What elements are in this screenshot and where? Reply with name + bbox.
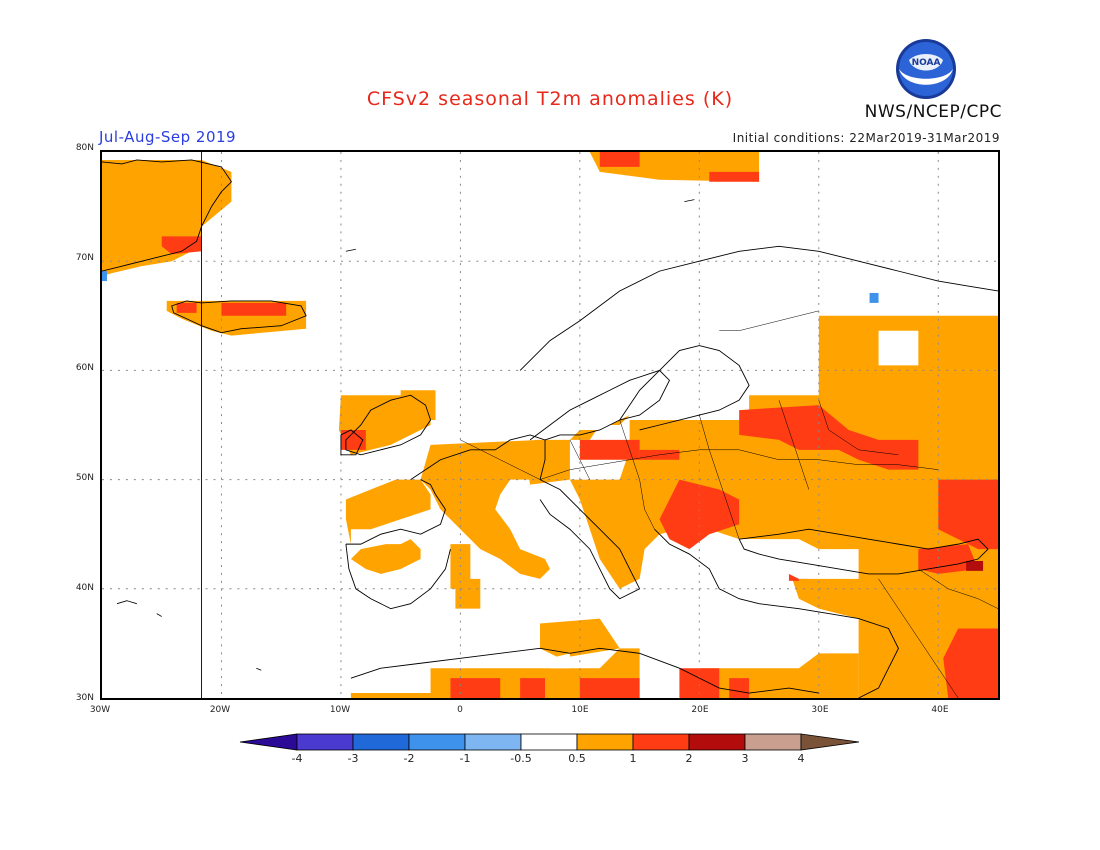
colorbar-segment — [464, 733, 522, 751]
map-canvas — [102, 152, 998, 698]
lon-label: 40E — [931, 705, 949, 715]
coastlines — [102, 152, 998, 698]
colorbar-label: -3 — [347, 752, 359, 765]
lat-label: 50N — [75, 473, 94, 483]
colorbar-segment — [576, 733, 634, 751]
anomaly-map — [100, 150, 1000, 700]
lon-label: 30W — [89, 705, 111, 715]
colorbar-segment — [632, 733, 690, 751]
colorbar-label: -4 — [291, 752, 303, 765]
graticule — [102, 152, 998, 698]
colorbar-segment — [688, 733, 746, 751]
colorbar-segment — [520, 733, 578, 751]
initial-conditions: Initial conditions: 22Mar2019-31Mar2019 — [732, 131, 1000, 145]
neutral-areas — [505, 290, 919, 669]
colorbar-label: 1 — [629, 752, 637, 765]
islands — [116, 199, 695, 671]
colorbar-segment — [352, 733, 410, 751]
colorbar-segment — [408, 733, 466, 751]
colorbar-label: -1 — [459, 752, 471, 765]
agency-label: NWS/NCEP/CPC — [864, 102, 1002, 122]
forecast-period: Jul-Aug-Sep 2019 — [99, 128, 237, 146]
colorbar-label: -2 — [403, 752, 415, 765]
colorbar-segment — [744, 733, 802, 751]
colorbar-label: 2 — [685, 752, 693, 765]
colorbar-arrow-left — [239, 733, 298, 751]
colorbar-label: 0.5 — [568, 752, 586, 765]
lat-label: 60N — [75, 363, 94, 373]
colorbar-segment — [296, 733, 354, 751]
lat-label: 30N — [75, 693, 94, 703]
lon-label: 10E — [571, 705, 589, 715]
lat-label: 70N — [75, 253, 94, 263]
chart-title: CFSv2 seasonal T2m anomalies (K) — [366, 88, 734, 110]
lon-label: 10W — [329, 705, 351, 715]
noaa-logo-text: NOAA — [912, 58, 941, 68]
lat-label: 40N — [75, 583, 94, 593]
noaa-logo: NOAA — [896, 39, 956, 99]
colorbar — [239, 733, 860, 751]
lon-label: 30E — [811, 705, 829, 715]
colorbar-label: 3 — [741, 752, 749, 765]
lat-label: 80N — [75, 143, 94, 153]
colorbar-arrow-right — [800, 733, 860, 751]
country-borders — [460, 310, 998, 698]
colorbar-label: -0.5 — [510, 752, 532, 765]
anomaly-fill-neg-0-5-to-neg-1 — [102, 271, 879, 303]
lon-label: 0 — [457, 705, 463, 715]
colorbar-label: 4 — [797, 752, 805, 765]
anomaly-fill-1-to-2 — [161, 152, 998, 698]
lon-label: 20E — [691, 705, 709, 715]
lon-label: 20W — [209, 705, 231, 715]
